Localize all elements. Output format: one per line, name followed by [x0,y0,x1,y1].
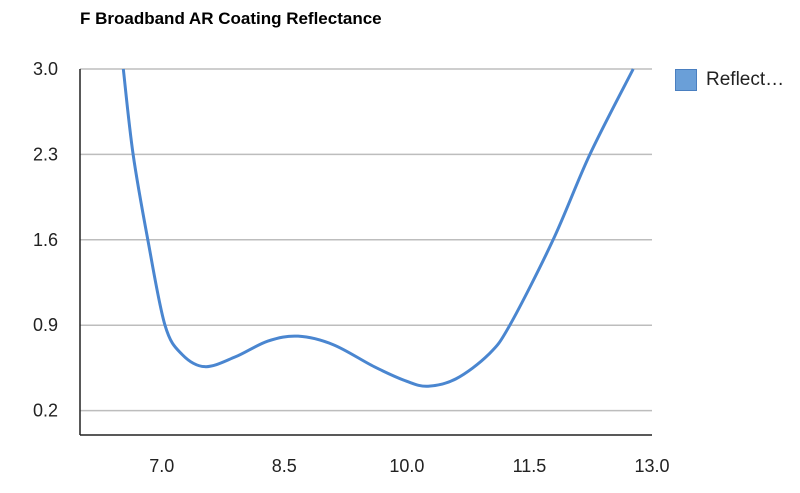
legend-label: Reflect… [706,69,785,90]
chart-title: F Broadband AR Coating Reflectance [80,9,382,28]
y-tick-label: 0.9 [33,315,58,335]
x-tick-label: 11.5 [513,456,547,476]
x-tick-label: 7.0 [149,456,174,476]
legend: Reflect… [675,69,784,91]
y-tick-label: 3.0 [33,59,58,79]
series-line-reflectance [121,68,635,388]
x-tick-label: 10.0 [389,456,424,476]
legend-swatch [675,69,697,91]
y-tick-label: 0.2 [33,401,58,421]
y-tick-label: 1.6 [33,230,58,250]
y-tick-label: 2.3 [33,144,58,164]
x-tick-label: 8.5 [272,456,297,476]
x-tick-label: 13.0 [634,456,669,476]
